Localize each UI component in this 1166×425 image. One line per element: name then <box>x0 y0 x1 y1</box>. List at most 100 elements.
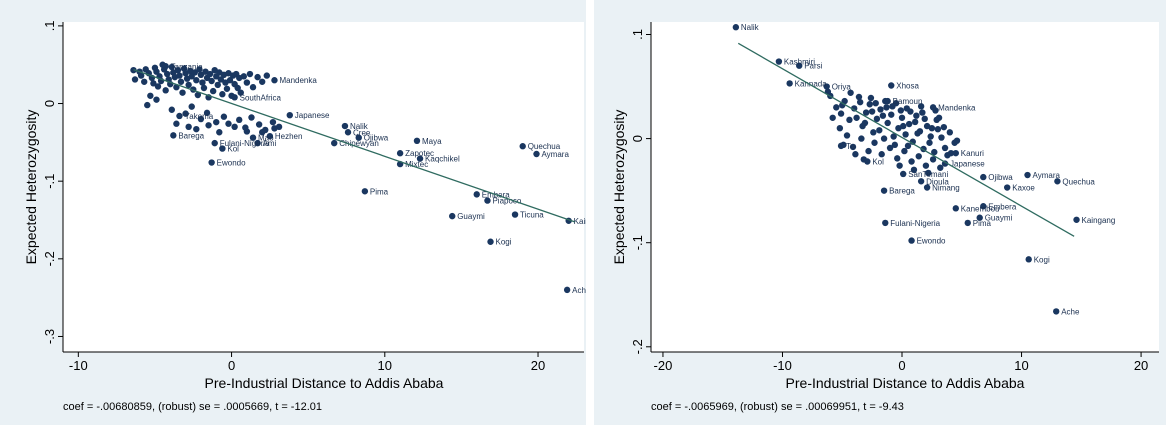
point-label-guaymi: Guaymi <box>985 214 1013 223</box>
point-label-kogi: Kogi <box>1034 255 1050 264</box>
x-tick-label: 20 <box>531 358 545 373</box>
data-point <box>200 84 208 92</box>
data-point <box>852 151 859 158</box>
point-label-nalik: Nalik <box>350 122 369 131</box>
data-point <box>843 132 851 139</box>
data-point <box>254 73 261 81</box>
data-point <box>269 118 277 126</box>
data-point <box>888 111 895 118</box>
data-point <box>919 109 926 116</box>
data-point-oriya <box>823 83 830 90</box>
data-point <box>217 76 225 83</box>
point-label-kaqchikel: Kaqchikel <box>425 155 460 164</box>
data-point <box>908 158 915 165</box>
point-label-mandenka: Mandenka <box>938 103 976 112</box>
data-point <box>940 123 948 131</box>
data-point <box>216 129 223 136</box>
data-point <box>905 120 913 128</box>
data-point <box>876 127 883 134</box>
data-point <box>928 124 936 132</box>
data-point <box>150 80 157 87</box>
point-label-tu: Tu <box>846 142 855 151</box>
data-point <box>922 162 930 169</box>
data-point-guaymi <box>976 214 983 221</box>
data-point-xhosa <box>888 82 895 89</box>
data-point-kol <box>219 145 226 152</box>
data-point-chipewyan <box>331 139 338 147</box>
data-point <box>929 156 937 163</box>
data-point <box>927 133 934 140</box>
data-point <box>902 131 909 138</box>
data-point <box>137 72 145 79</box>
data-point <box>900 122 907 130</box>
data-point <box>153 96 160 103</box>
point-label-oriya: Oriya <box>832 83 852 92</box>
point-label-quechua: Quechua <box>1062 177 1095 186</box>
data-point-zapotec <box>396 150 404 157</box>
x-tick-label: 0 <box>898 358 905 373</box>
data-point <box>903 105 910 112</box>
data-point <box>194 91 202 99</box>
data-point <box>853 114 860 121</box>
data-point <box>890 133 897 140</box>
point-label-cree: Cree <box>353 128 371 137</box>
data-point <box>236 116 243 124</box>
data-point <box>953 137 961 144</box>
data-point <box>191 69 198 76</box>
data-point <box>915 153 922 160</box>
data-point <box>220 113 228 120</box>
data-point-tu <box>837 142 845 150</box>
data-point <box>944 152 951 159</box>
data-point <box>223 85 231 92</box>
data-point-piapoco <box>484 197 491 204</box>
data-point <box>154 83 162 90</box>
point-label-ticuna: Ticuna <box>520 211 544 220</box>
y-axis-label: Expected Heterozygosity <box>611 110 627 265</box>
point-label-yakoma: Yakoma <box>184 112 213 121</box>
data-point <box>162 87 169 94</box>
data-point <box>199 79 206 86</box>
fitted-line <box>133 69 576 223</box>
point-label-kaingang: Kaingang <box>574 217 586 226</box>
data-point <box>872 99 879 107</box>
data-point-embera <box>980 203 987 210</box>
point-label-pima: Pima <box>973 219 992 228</box>
data-point <box>914 130 921 137</box>
data-point <box>934 126 942 133</box>
data-point <box>263 72 271 79</box>
point-label-barega: Barega <box>889 187 915 196</box>
data-point <box>246 70 254 78</box>
data-point-embera <box>473 191 480 198</box>
point-label-kaingang: Kaingang <box>1082 216 1116 225</box>
data-point <box>897 107 905 114</box>
data-point-guaymi <box>449 212 456 220</box>
data-point-kanuri <box>952 149 959 157</box>
data-point <box>871 139 878 146</box>
data-point-kaxoe <box>1003 184 1011 191</box>
data-point-ticuna <box>511 211 519 218</box>
data-point-bamoun <box>884 97 891 105</box>
data-point <box>917 103 925 110</box>
data-point <box>855 93 863 101</box>
data-point <box>846 116 853 124</box>
point-label-mandenka: Mandenka <box>279 76 317 85</box>
data-point-aymara <box>1024 171 1031 179</box>
data-point <box>205 122 212 129</box>
data-point <box>193 77 200 84</box>
data-point <box>197 71 205 79</box>
data-point <box>946 129 954 136</box>
data-point <box>833 104 840 111</box>
data-point-aymara <box>533 150 540 158</box>
data-point <box>214 81 221 89</box>
x-tick-label: 0 <box>228 358 235 373</box>
x-tick-label: 20 <box>1134 358 1148 373</box>
point-label-nalik: Nalik <box>741 23 760 32</box>
y-axis-label: Expected Heterozygosity <box>23 110 39 265</box>
point-label-bamoun: Bamoun <box>893 97 923 106</box>
data-point-mandenka <box>929 104 937 111</box>
data-point <box>862 109 870 116</box>
data-point <box>891 141 899 149</box>
data-point-kogi <box>1025 256 1032 263</box>
data-point <box>231 123 238 131</box>
